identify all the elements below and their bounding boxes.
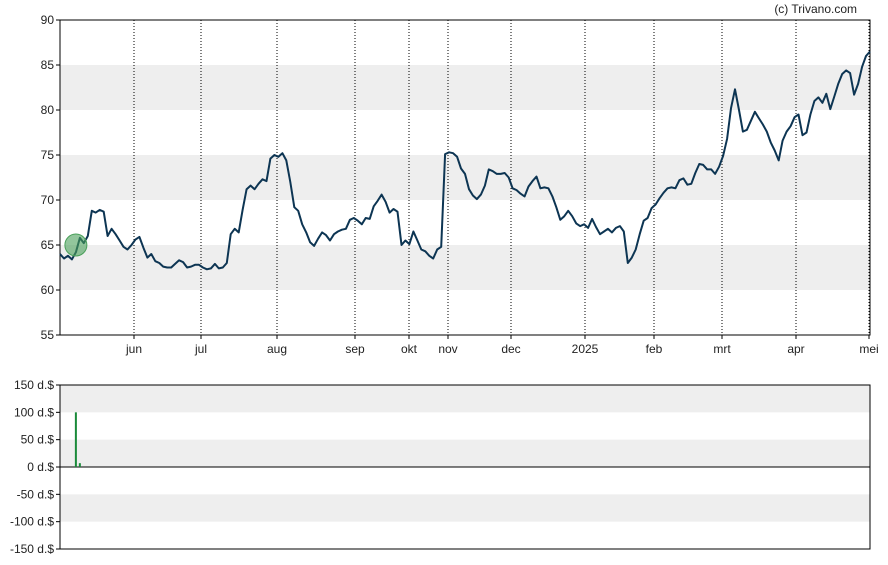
y-tick-label: 80 xyxy=(41,103,55,117)
buy-marker xyxy=(64,233,88,257)
y-tick-label: 55 xyxy=(41,328,55,342)
volume-y-tick-label: 100 d.$ xyxy=(14,405,54,419)
price-series xyxy=(59,50,871,271)
price-line xyxy=(59,50,871,271)
x-tick-label: apr xyxy=(787,342,804,356)
y-tick-label: 60 xyxy=(41,283,55,297)
price-plot-border xyxy=(59,19,871,336)
x-tick-label: dec xyxy=(501,342,520,356)
x-axis: jun jul aug sep okt nov dec 2025 feb mrt apr mei xyxy=(125,335,879,356)
volume-bands xyxy=(60,385,870,522)
volume-band xyxy=(60,385,870,413)
y-tick-label: 85 xyxy=(41,58,55,72)
x-tick-label: feb xyxy=(646,342,663,356)
volume-bar xyxy=(74,412,77,467)
x-tick-label: mei xyxy=(859,342,878,356)
y-tick-label: 70 xyxy=(41,193,55,207)
credit-label: (c) Trivano.com xyxy=(774,2,857,16)
x-tick-label: 2025 xyxy=(572,342,599,356)
volume-y-tick-label: -100 d.$ xyxy=(10,515,54,529)
x-tick-label: jul xyxy=(194,342,207,356)
volume-band xyxy=(60,439,870,467)
volume-y-tick-label: -50 d.$ xyxy=(17,487,55,501)
price-band xyxy=(60,65,870,110)
y-tick-label: 75 xyxy=(41,148,55,162)
x-tick-label: jun xyxy=(125,342,142,356)
price-y-axis: 55 60 65 70 75 80 85 90 xyxy=(41,13,60,342)
price-frame xyxy=(59,19,871,336)
x-tick-label: okt xyxy=(401,342,418,356)
volume-band xyxy=(60,494,870,522)
volume-y-tick-label: 150 d.$ xyxy=(14,378,54,392)
price-band xyxy=(60,245,870,290)
y-tick-label: 65 xyxy=(41,238,55,252)
volume-bar xyxy=(78,463,81,467)
volume-y-tick-label: -150 d.$ xyxy=(10,542,54,556)
y-tick-label: 90 xyxy=(41,13,55,27)
x-tick-label: sep xyxy=(345,342,365,356)
volume-series xyxy=(74,412,81,467)
volume-y-tick-label: 0 d.$ xyxy=(27,460,54,474)
x-tick-label: nov xyxy=(438,342,457,356)
volume-y-axis: 150 d.$ 100 d.$ 50 d.$ 0 d.$ -50 d.$ -100 d.$… xyxy=(10,378,60,556)
volume-y-tick-label: 50 d.$ xyxy=(21,433,55,447)
x-tick-label: aug xyxy=(267,342,287,356)
x-tick-label: mrt xyxy=(713,342,731,356)
